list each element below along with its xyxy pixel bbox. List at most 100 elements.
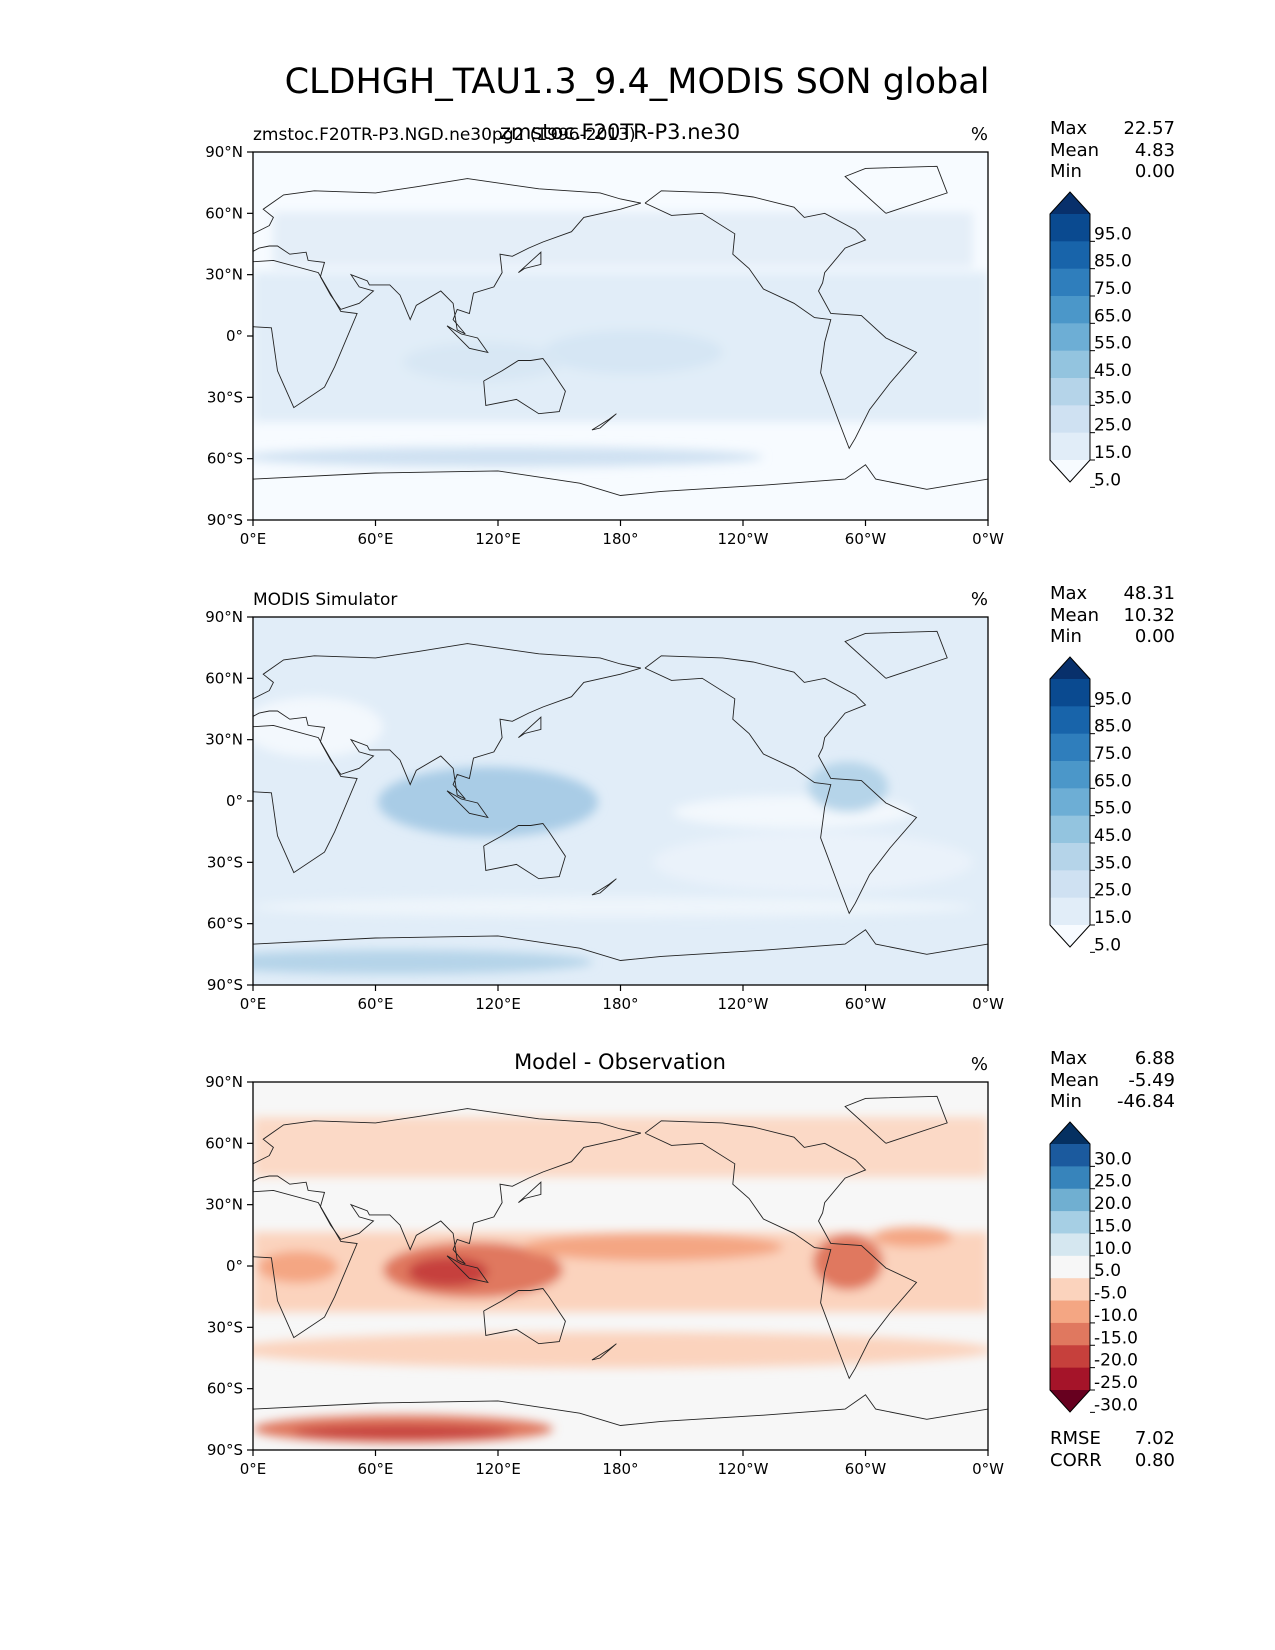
y-tick-label: 0° — [226, 1257, 243, 1275]
coastline — [483, 1288, 566, 1345]
coastline — [446, 1255, 489, 1284]
rmse-value: 7.02 — [1135, 1428, 1175, 1449]
colorbar-tick-label: 25.0 — [1094, 416, 1132, 436]
x-tick-label: 120°E — [475, 1460, 521, 1478]
colorbar-segment — [1050, 679, 1090, 707]
colorbar-segment — [1050, 1367, 1090, 1391]
coastline — [844, 630, 948, 679]
coastline — [253, 259, 358, 409]
x-tick-label: 60°W — [845, 530, 887, 548]
panel-diff: 0°E 60°E 120°E 180° 120°W 60°W 0°W 90°N 60°N 30°… — [205, 1073, 1004, 1478]
colorbar-tick-label: 95.0 — [1094, 689, 1132, 709]
pacific-cloud-band — [543, 330, 723, 374]
stat-min-label: Min — [1050, 161, 1082, 182]
y-tick-label: 30°S — [207, 388, 243, 406]
atlantic-bias — [873, 1227, 953, 1247]
coastline — [591, 878, 617, 896]
panel-reference: 0°E 60°E 120°E 180° 120°W 60°W 0°W 90°N 60°N 30°… — [205, 608, 1004, 1013]
colorbar-diff: 30.0 25.020.015.0 10.05.0 -5.0-10.0-15.0 -20… — [1049, 1121, 1138, 1415]
x-tick-label: 0°W — [972, 995, 1004, 1013]
sahara-clear-region — [253, 697, 383, 757]
colorbar-segment — [1050, 788, 1090, 817]
colorbar-tick-label: -5.0 — [1094, 1284, 1127, 1304]
coastline — [446, 790, 489, 819]
map-field — [253, 152, 988, 520]
colorbar-tick-label: -10.0 — [1094, 1306, 1138, 1326]
colorbar-tick-label: 35.0 — [1094, 853, 1132, 873]
coastline — [483, 823, 566, 880]
x-tick-label: 120°W — [718, 530, 769, 548]
colorbar-segment — [1050, 241, 1090, 270]
colorbar-segment — [1050, 1211, 1090, 1234]
maritime-continent-core — [408, 1257, 488, 1287]
colorbar-tick-label: -30.0 — [1094, 1395, 1138, 1415]
southern-ocean-band — [253, 447, 763, 467]
panel-left-label: zmstoc.F20TR-P3.NGD.ne30pg2 (1996-2013) — [253, 125, 636, 145]
shading-layer — [253, 697, 973, 974]
stat-max-label: Max — [1050, 118, 1088, 139]
stat-mean-value: 4.83 — [1135, 140, 1175, 161]
coastline — [253, 929, 988, 961]
colorbar-segment — [1050, 706, 1090, 735]
units-label: % — [971, 589, 988, 610]
coastline — [518, 251, 542, 273]
corr-label: CORR — [1050, 1450, 1102, 1471]
coastline — [483, 358, 566, 415]
colorbar-tick-label: 15.0 — [1094, 443, 1132, 463]
colorbar-tick-label: 30.0 — [1094, 1149, 1132, 1169]
colorbar-tick-label: 25.0 — [1094, 1172, 1132, 1192]
x-tick-label: 120°W — [718, 1460, 769, 1478]
colorbar-segment — [1050, 815, 1090, 844]
colorbar-tick-label: 25.0 — [1094, 881, 1132, 901]
units-label: % — [971, 1054, 988, 1075]
rmse-label: RMSE — [1050, 1428, 1101, 1449]
colorbar-extend-top — [1050, 657, 1090, 679]
colorbar-tick-label: 65.0 — [1094, 771, 1132, 791]
x-tick-label: 0°E — [240, 1460, 267, 1478]
africa-bias — [258, 1251, 338, 1283]
colorbar-segment — [1050, 268, 1090, 297]
y-tick-label: 60°N — [205, 669, 243, 687]
stat-min-value: 0.00 — [1135, 626, 1175, 647]
colorbar-segment — [1050, 1233, 1090, 1257]
colorbar-segment — [1050, 897, 1090, 926]
colorbar-tick-label: -20.0 — [1094, 1351, 1138, 1371]
colorbar-segment — [1050, 1255, 1090, 1279]
colorbar-test: 95.0 85.0 75.0 65.0 55.0 45.0 35.0 25.0 15.0 5.0 — [1049, 191, 1132, 490]
coastline — [253, 724, 358, 874]
coastlines — [253, 1095, 988, 1426]
coastline — [518, 716, 542, 738]
colorbar-tick-label: 35.0 — [1094, 388, 1132, 408]
panel-title: Model - Observation — [514, 1050, 726, 1074]
y-tick-label: 60°N — [205, 1134, 243, 1152]
panel-diff-labels: Model - Observation % Max 6.88 Mean -5.4… — [514, 1048, 1175, 1471]
stat-min-value: 0.00 — [1135, 161, 1175, 182]
coastline — [518, 1181, 542, 1203]
colorbar-tick-label: 75.0 — [1094, 744, 1132, 764]
y-axis: 90°N 60°N 30°N 0° 30°S 60°S 90°S — [205, 1073, 253, 1459]
colorbar-extend-bottom — [1050, 925, 1090, 947]
colorbar-segment — [1050, 1345, 1090, 1369]
colorbar-tick-label: 10.0 — [1094, 1239, 1132, 1259]
x-tick-label: 60°W — [845, 1460, 887, 1478]
coastline — [253, 1189, 358, 1339]
southern-ocean-clear-band — [253, 897, 973, 917]
x-axis: 0°E 60°E 120°E 180° 120°W 60°W 0°W — [240, 520, 1004, 548]
y-axis: 90°N 60°N 30°N 0° 30°S 60°S 90°S — [205, 608, 253, 994]
colorbar-extend-top — [1050, 1122, 1090, 1144]
colorbar-reference: 95.0 85.0 75.0 65.0 55.0 45.0 35.0 25.0 15.0 5.0 — [1049, 656, 1132, 955]
colorbar-segment — [1050, 1322, 1090, 1346]
stat-min-label: Min — [1050, 626, 1082, 647]
coastline — [446, 325, 489, 354]
colorbar-segment — [1050, 296, 1090, 324]
colorbar-tick-label: 5.0 — [1094, 1261, 1121, 1281]
x-tick-label: 180° — [602, 530, 638, 548]
y-tick-label: 0° — [226, 327, 243, 345]
colorbar-extend-bottom — [1050, 460, 1090, 482]
x-tick-label: 60°E — [357, 530, 393, 548]
stat-mean-label: Mean — [1050, 1070, 1099, 1091]
colorbar-tick-label: 15.0 — [1094, 1216, 1132, 1236]
coastline — [253, 643, 642, 800]
colorbar-tick-label: 45.0 — [1094, 826, 1132, 846]
